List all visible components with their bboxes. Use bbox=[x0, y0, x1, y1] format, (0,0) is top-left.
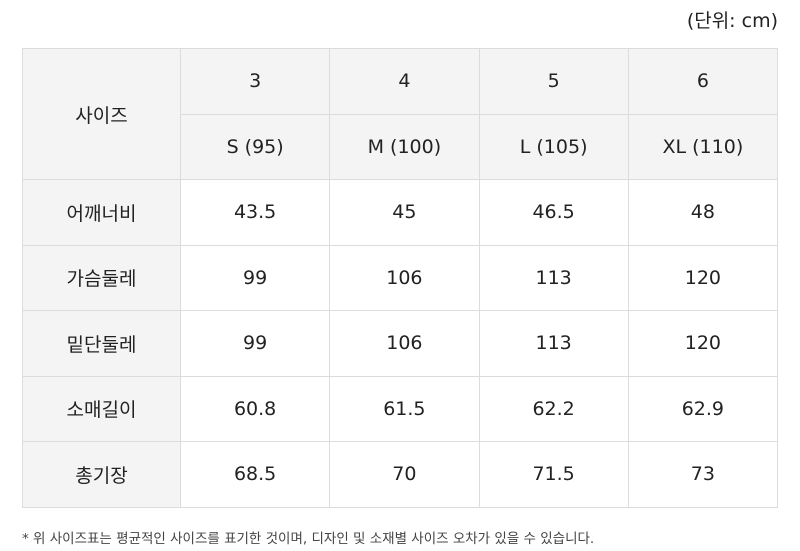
size-label: M (100) bbox=[329, 113, 480, 180]
size-number: 4 bbox=[329, 48, 480, 115]
row-label: 어깨너비 bbox=[22, 179, 181, 246]
measurement-cell: 62.9 bbox=[627, 375, 779, 442]
measurement-cell: 120 bbox=[627, 310, 779, 377]
size-label: S (95) bbox=[179, 113, 331, 180]
measurement-cell: 61.5 bbox=[329, 375, 480, 442]
table-row: 소매길이 60.8 61.5 62.2 62.9 bbox=[22, 375, 779, 442]
measurement-cell: 60.8 bbox=[179, 375, 331, 442]
header-row-size-label: S (95) M (100) L (105) XL (110) bbox=[23, 113, 779, 180]
footnote: * 위 사이즈표는 평균적인 사이즈를 표기한 것이며, 디자인 및 소재별 사… bbox=[22, 531, 595, 547]
measurement-cell: 48 bbox=[627, 179, 779, 246]
table-row: 밑단둘레 99 106 113 120 bbox=[22, 310, 779, 377]
measurement-cell: 113 bbox=[478, 310, 629, 377]
unit-label: (단위: cm) bbox=[686, 10, 778, 32]
row-label: 소매길이 bbox=[22, 375, 181, 442]
size-table: 사이즈 3 4 5 6 S (95) M (100) L (105) XL (1… bbox=[22, 48, 779, 508]
row-label: 총기장 bbox=[22, 441, 181, 508]
measurement-cell: 99 bbox=[179, 244, 331, 311]
measurement-cell: 73 bbox=[627, 441, 779, 508]
measurement-cell: 46.5 bbox=[478, 179, 629, 246]
table-row: 총기장 68.5 70 71.5 73 bbox=[22, 441, 779, 508]
header-row-size-number: 사이즈 3 4 5 6 bbox=[22, 48, 779, 180]
measurement-cell: 43.5 bbox=[179, 179, 331, 246]
table-row: 가슴둘레 99 106 113 120 bbox=[22, 244, 779, 311]
table-row: 어깨너비 43.5 45 46.5 48 bbox=[22, 179, 779, 246]
measurement-cell: 106 bbox=[329, 310, 480, 377]
size-label: L (105) bbox=[478, 113, 629, 180]
measurement-cell: 120 bbox=[627, 244, 779, 311]
measurement-cell: 62.2 bbox=[478, 375, 629, 442]
measurement-cell: 106 bbox=[329, 244, 480, 311]
measurement-cell: 99 bbox=[179, 310, 331, 377]
measurement-cell: 45 bbox=[329, 179, 480, 246]
size-number: 5 bbox=[478, 48, 629, 115]
measurement-cell: 71.5 bbox=[478, 441, 629, 508]
row-label: 가슴둘레 bbox=[22, 244, 181, 311]
header-label: 사이즈 bbox=[22, 48, 181, 180]
measurement-cell: 68.5 bbox=[179, 441, 331, 508]
size-label: XL (110) bbox=[627, 113, 779, 180]
measurement-cell: 113 bbox=[478, 244, 629, 311]
size-number: 6 bbox=[627, 48, 779, 115]
measurement-cell: 70 bbox=[329, 441, 480, 508]
size-number: 3 bbox=[179, 48, 331, 115]
row-label: 밑단둘레 bbox=[22, 310, 181, 377]
